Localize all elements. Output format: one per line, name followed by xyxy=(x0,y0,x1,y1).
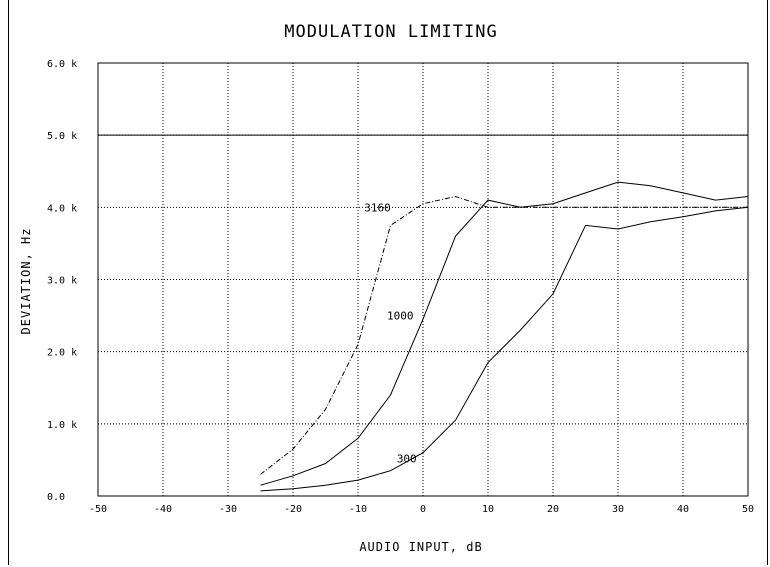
y-tick-label: 3.0 k xyxy=(47,276,77,287)
plot-area-border xyxy=(97,62,749,497)
series-line-3160 xyxy=(260,195,748,475)
plot-frame xyxy=(8,0,768,565)
series-line-1000 xyxy=(260,181,749,486)
x-tick-label: -50 xyxy=(89,504,107,515)
grid xyxy=(98,63,748,496)
x-tick-label: -40 xyxy=(154,504,172,515)
x-tick-label: -10 xyxy=(349,504,367,515)
y-tick-label: 0.0 xyxy=(47,492,65,503)
series-line-300 xyxy=(260,206,749,492)
chart-title: MODULATION LIMITING xyxy=(284,22,497,42)
curve-label-1000: 1000 xyxy=(387,310,414,323)
y-tick-label: 5.0 k xyxy=(47,131,77,142)
y-axis-label: DEVIATION, Hz xyxy=(19,228,33,335)
series-layer xyxy=(260,181,749,492)
x-tick-label: 10 xyxy=(482,504,494,515)
y-tick-label: 4.0 k xyxy=(47,203,77,214)
x-tick-label: -20 xyxy=(284,504,302,515)
y-tick-label: 1.0 k xyxy=(47,420,77,431)
curve-labels: 3160 1000 300 xyxy=(364,201,416,465)
curve-label-300: 300 xyxy=(397,452,417,465)
x-tick-label: 50 xyxy=(742,504,754,515)
x-tick-label: 0 xyxy=(420,504,426,515)
x-tick-label: 30 xyxy=(612,504,624,515)
tick-labels: -50 -40 -30 -20 -10 0 10 20 30 40 50 0.0 1.0 k 2.0 k 3… xyxy=(47,59,754,515)
x-axis-label: AUDIO INPUT, dB xyxy=(359,540,482,554)
y-tick-label: 6.0 k xyxy=(47,59,77,70)
y-tick-label: 2.0 k xyxy=(47,348,77,359)
x-tick-label: 20 xyxy=(547,504,559,515)
curve-label-3160: 3160 xyxy=(364,201,391,214)
x-tick-label: -30 xyxy=(219,504,237,515)
x-tick-label: 40 xyxy=(677,504,689,515)
